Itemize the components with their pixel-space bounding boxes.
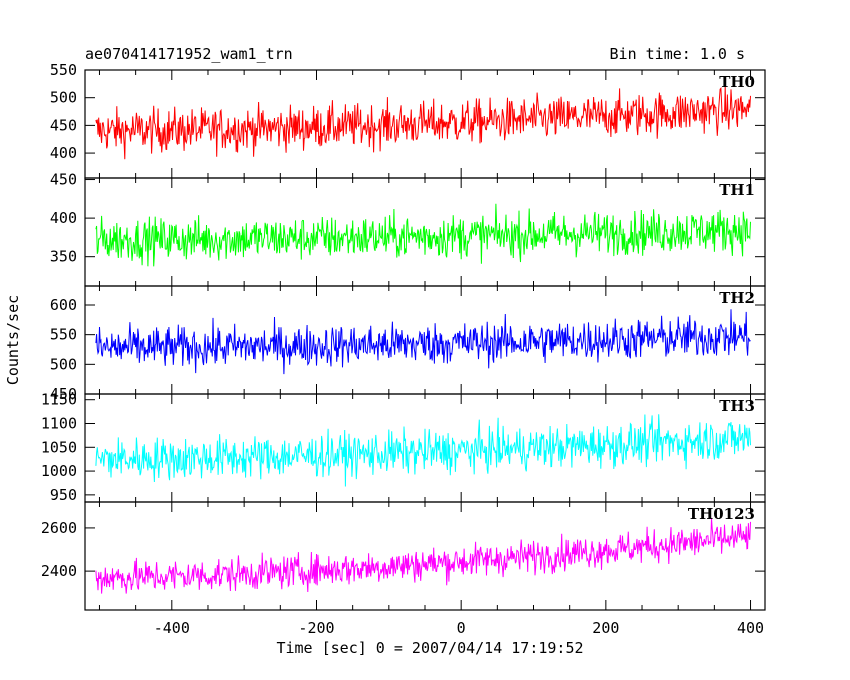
y-tick-label: 500 (50, 89, 77, 107)
panel-label-th2: TH2 (719, 289, 755, 307)
series-line-th2 (95, 309, 751, 375)
y-tick-label: 1050 (41, 438, 77, 456)
x-tick-label: 200 (592, 619, 619, 637)
y-tick-label: 500 (50, 355, 77, 373)
x-axis-label: Time [sec] 0 = 2007/04/14 17:19:52 (276, 639, 583, 657)
panel-frame (84, 501, 766, 611)
y-tick-label: 450 (50, 116, 77, 134)
panel-th2: 450 500 550 600 TH2 (50, 285, 766, 403)
y-tick-label: 950 (50, 486, 77, 504)
y-tick-label: 350 (50, 248, 77, 266)
panel-label-th1: TH1 (719, 181, 755, 199)
panel-th1: 350 400 450 TH1 (50, 171, 766, 287)
panel-th0: 400 450 500 550 TH0 (50, 61, 766, 179)
panels-group: 400 450 500 550 TH0 350 400 450 TH1 450 500 550 600 T… (41, 61, 766, 637)
series-line-th3 (95, 414, 751, 487)
panel-th3: 950 1000 1050 1100 1150 TH3 (41, 391, 766, 504)
x-tick-label: -200 (298, 619, 334, 637)
y-tick-label: 1100 (41, 414, 77, 432)
panel-frame (84, 177, 766, 287)
x-tick-label: 0 (457, 619, 466, 637)
y-axis-label: Counts/sec (4, 295, 22, 385)
y-tick-label: 400 (50, 144, 77, 162)
y-tick-label: 1150 (41, 391, 77, 409)
x-tick-label: -400 (154, 619, 190, 637)
y-tick-label: 400 (50, 209, 77, 227)
series-line-th0123 (95, 517, 751, 594)
y-tick-label: 600 (50, 296, 77, 314)
series-line-th0 (95, 85, 751, 160)
series-line-th1 (95, 203, 751, 267)
y-tick-label: 550 (50, 61, 77, 79)
bin-time-label: Bin time: 1.0 s (610, 45, 745, 63)
panel-label-th0: TH0 (719, 73, 755, 91)
panel-label-th3: TH3 (719, 397, 755, 415)
y-tick-label: 2600 (41, 519, 77, 537)
y-tick-label: 2400 (41, 562, 77, 580)
chart-title: ae070414171952_wam1_trn (85, 45, 293, 63)
y-tick-label: 450 (50, 385, 77, 403)
x-tick-label: 400 (737, 619, 764, 637)
y-tick-label: 1000 (41, 462, 77, 480)
panel-th0123: 2400 2600 TH0123 (41, 501, 766, 611)
y-tick-label: 550 (50, 326, 77, 344)
y-tick-label: 450 (50, 171, 77, 189)
panel-label-th0123: TH0123 (688, 505, 755, 523)
